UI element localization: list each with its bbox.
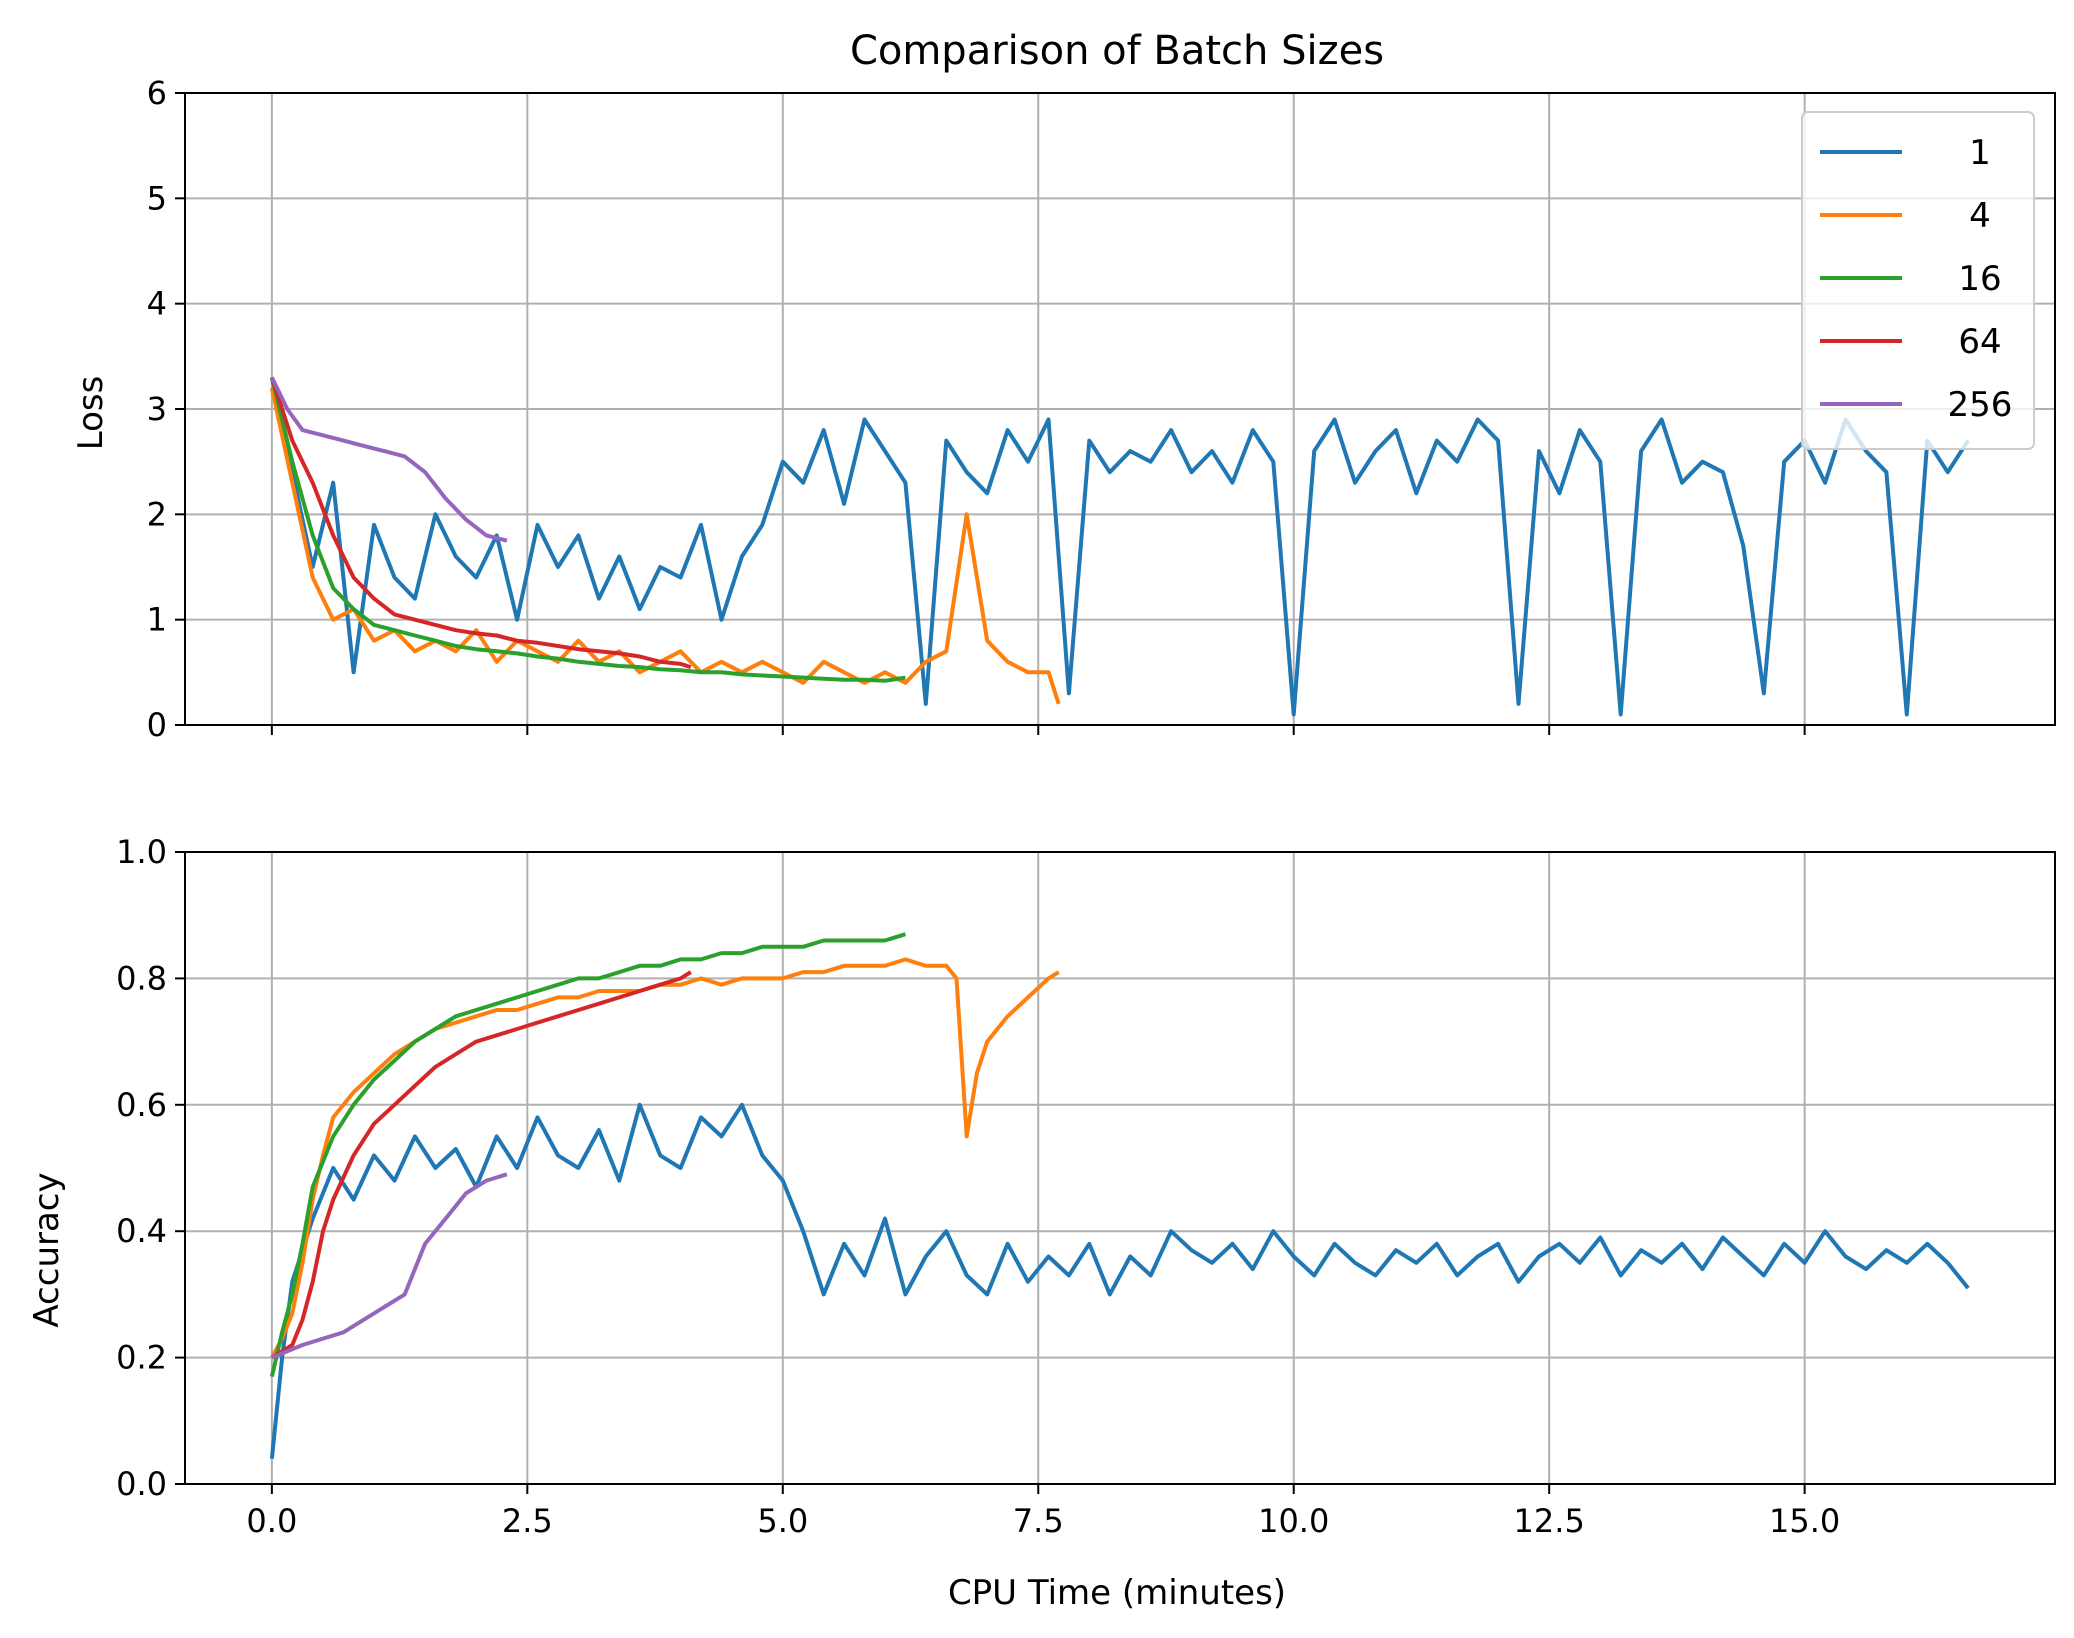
loss-ytick-label-5: 5: [147, 179, 167, 217]
accuracy-xtick-label-4: 10.0: [1258, 1502, 1329, 1540]
legend-label-256: 256: [1948, 385, 2013, 425]
loss-ytick-label-2: 2: [147, 495, 167, 533]
loss-series-line-64: [269, 376, 692, 670]
legend: 1 4 16 64 256: [1801, 111, 2035, 450]
loss-series-line-256: [270, 376, 508, 543]
accuracy-xtick-label-6: 15.0: [1769, 1502, 1840, 1540]
accuracy-xtick-label-5: 12.5: [1514, 1502, 1585, 1540]
accuracy-ytick-label-4: 0.8: [116, 959, 167, 997]
loss-series-line-4: [269, 387, 1061, 705]
legend-label-4: 4: [1969, 196, 1991, 236]
loss-y-axis-label: Loss: [71, 376, 111, 451]
accuracy-panel: 0.0 2.5 5.0 7.5 10.0 12.5 15.0 0.0 0.2 0.4 0.6 0.8 1…: [27, 833, 2056, 1613]
accuracy-axes-frame: [184, 851, 2056, 1485]
accuracy-ytick-label-2: 0.4: [116, 1212, 167, 1250]
accuracy-series-line-1: [269, 1102, 1970, 1459]
legend-label-16: 16: [1958, 259, 2001, 299]
loss-ytick-label-1: 1: [147, 601, 167, 639]
loss-series-line-1: [269, 376, 1970, 717]
accuracy-series-line-256: [271, 1172, 508, 1360]
accuracy-xtick-label-1: 2.5: [502, 1502, 553, 1540]
legend-label-64: 64: [1958, 322, 2001, 362]
x-axis-label: CPU Time (minutes): [948, 1573, 1286, 1613]
accuracy-ticks: 0.0 2.5 5.0 7.5 10.0 12.5 15.0 0.0 0.2 0.4 0.6 0.8 1…: [116, 833, 1840, 1540]
loss-ytick-label-3: 3: [147, 390, 167, 428]
accuracy-ytick-label-1: 0.2: [116, 1339, 167, 1377]
accuracy-y-axis-label: Accuracy: [27, 1172, 67, 1327]
accuracy-ytick-label-0: 0.0: [116, 1465, 167, 1503]
loss-panel: 0 1 2 3 4 5 6 Comparison of Batch Sizes Loss 1…: [71, 28, 2056, 744]
legend-box: [1801, 111, 2035, 450]
legend-label-1: 1: [1969, 133, 1991, 173]
accuracy-series-line-16: [269, 932, 906, 1378]
accuracy-series-group: [269, 932, 1970, 1459]
loss-ytick-label-4: 4: [147, 285, 167, 323]
loss-series-line-16: [269, 376, 906, 683]
chart-title: Comparison of Batch Sizes: [850, 28, 1384, 74]
accuracy-ytick-label-3: 0.6: [116, 1086, 167, 1124]
loss-ticks: 0 1 2 3 4 5 6: [147, 74, 1806, 744]
accuracy-ytick-label-5: 1.0: [116, 833, 167, 871]
loss-ytick-label-0: 0: [147, 706, 167, 744]
accuracy-xtick-label-0: 0.0: [246, 1502, 297, 1540]
accuracy-xtick-label-3: 7.5: [1013, 1502, 1064, 1540]
loss-series-group: [269, 376, 1970, 717]
accuracy-xtick-label-2: 5.0: [757, 1502, 808, 1540]
accuracy-grid: [185, 851, 2055, 1485]
accuracy-series-line-64: [270, 970, 692, 1360]
loss-ytick-label-6: 6: [147, 74, 167, 112]
